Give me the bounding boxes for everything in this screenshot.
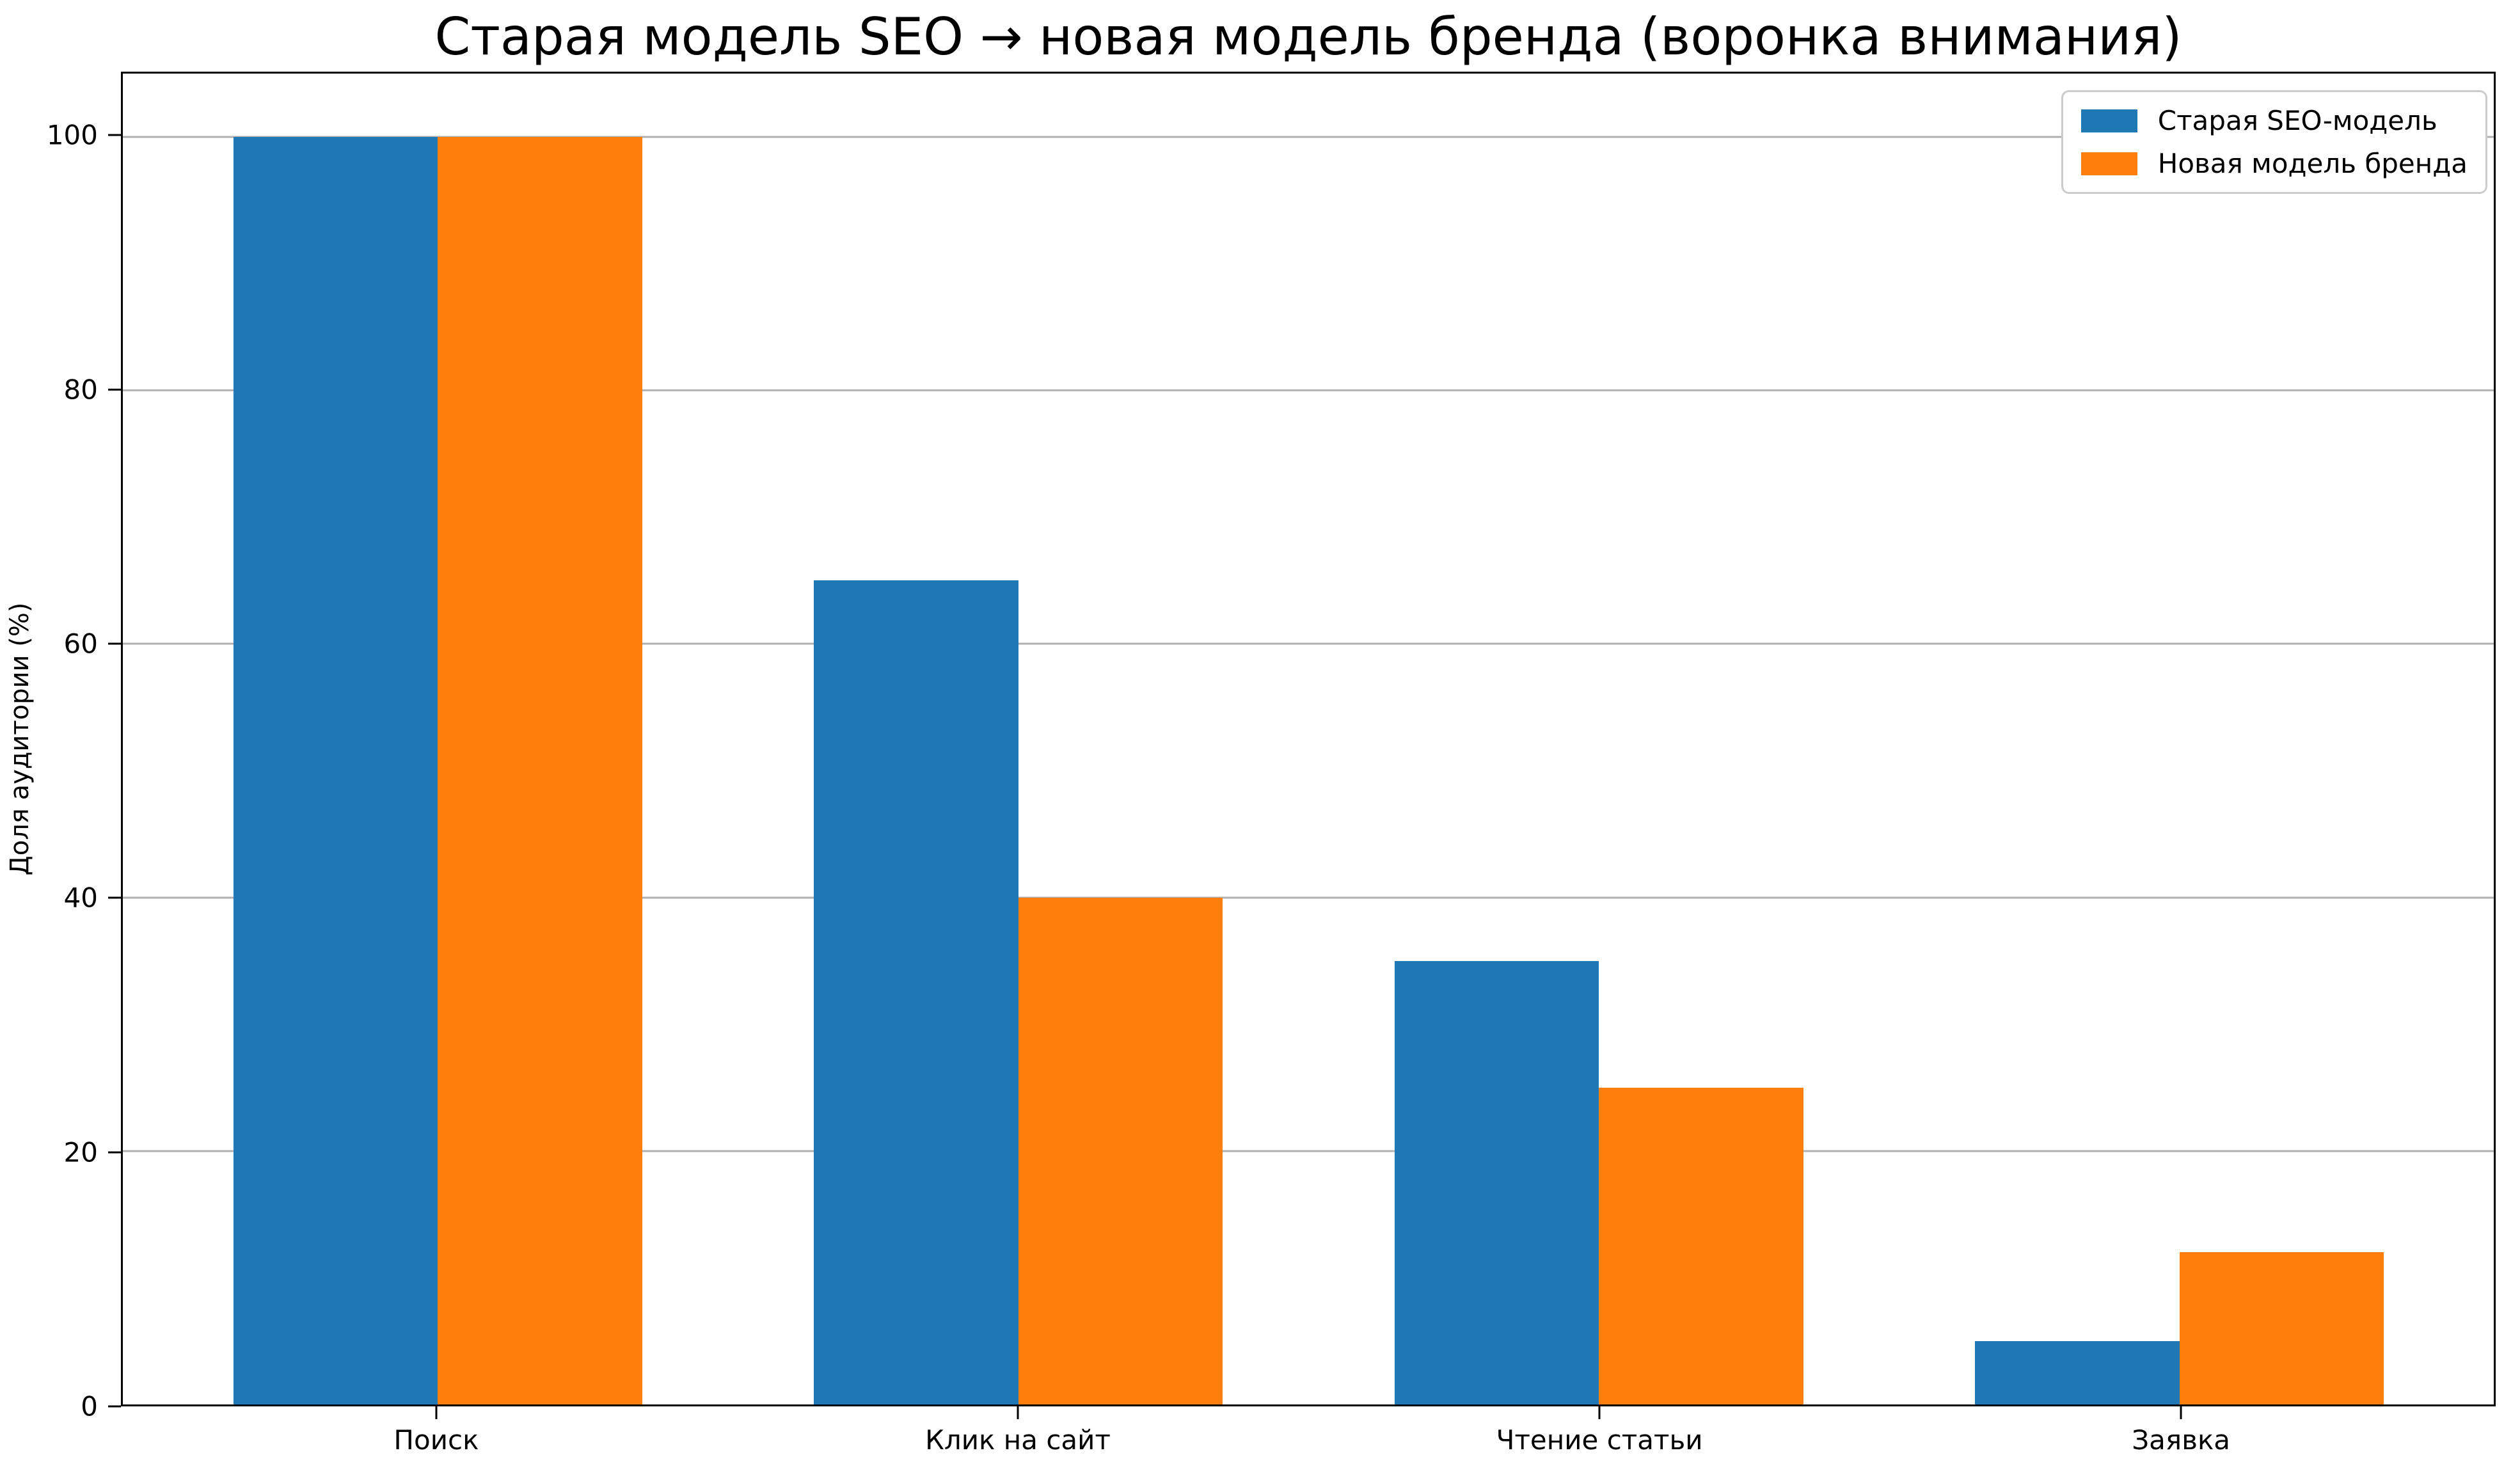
y-tick-label: 60	[63, 628, 98, 660]
bar	[438, 137, 642, 1404]
x-tick-mark	[435, 1406, 438, 1419]
chart-title: Старая модель SEO → новая модель бренда …	[434, 7, 2182, 67]
bar	[233, 137, 438, 1404]
y-tick-label: 20	[63, 1136, 98, 1168]
y-tick-label: 0	[81, 1390, 98, 1422]
y-tick-mark	[108, 1151, 121, 1154]
bar	[814, 580, 1018, 1404]
y-tick-label: 80	[63, 374, 98, 406]
gridline	[123, 896, 2494, 899]
y-tick-mark	[108, 134, 121, 136]
y-tick-mark	[108, 896, 121, 899]
y-tick-mark	[108, 388, 121, 391]
x-tick-label: Чтение статьи	[1496, 1424, 1703, 1456]
x-tick-label: Клик на сайт	[925, 1424, 1111, 1456]
y-tick-mark	[108, 642, 121, 645]
gridline	[123, 136, 2494, 138]
legend-item: Старая SEO-модель	[2080, 105, 2468, 136]
legend: Старая SEO-модель Новая модель бренда	[2061, 90, 2487, 194]
legend-swatch-new-brand	[2080, 152, 2137, 175]
plot-area: Старая SEO-модель Новая модель бренда	[121, 72, 2496, 1406]
bar	[1394, 960, 1599, 1404]
bar	[1599, 1087, 1803, 1404]
gridline	[123, 389, 2494, 392]
y-tick-label: 100	[46, 119, 98, 151]
legend-item: Новая модель бренда	[2080, 148, 2468, 179]
x-tick-mark	[1017, 1406, 1019, 1419]
gridline	[123, 1150, 2494, 1152]
x-tick-label: Поиск	[393, 1424, 479, 1456]
gridline	[123, 642, 2494, 645]
legend-label-new-brand: Новая модель бренда	[2157, 148, 2468, 179]
bar	[2179, 1252, 2384, 1404]
y-tick-mark	[108, 1405, 121, 1408]
bar	[1018, 897, 1223, 1404]
x-tick-label: Заявка	[2132, 1424, 2231, 1456]
x-tick-mark	[1598, 1406, 1601, 1419]
x-tick-mark	[2180, 1406, 2182, 1419]
legend-swatch-old-seo	[2080, 109, 2137, 132]
y-tick-label: 40	[63, 882, 98, 914]
legend-label-old-seo: Старая SEO-модель	[2157, 105, 2437, 136]
bar	[1975, 1340, 2180, 1404]
